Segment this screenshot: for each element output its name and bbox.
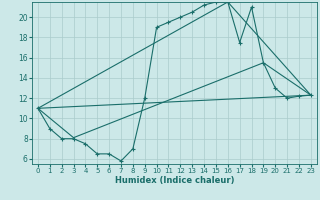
X-axis label: Humidex (Indice chaleur): Humidex (Indice chaleur) [115,176,234,185]
